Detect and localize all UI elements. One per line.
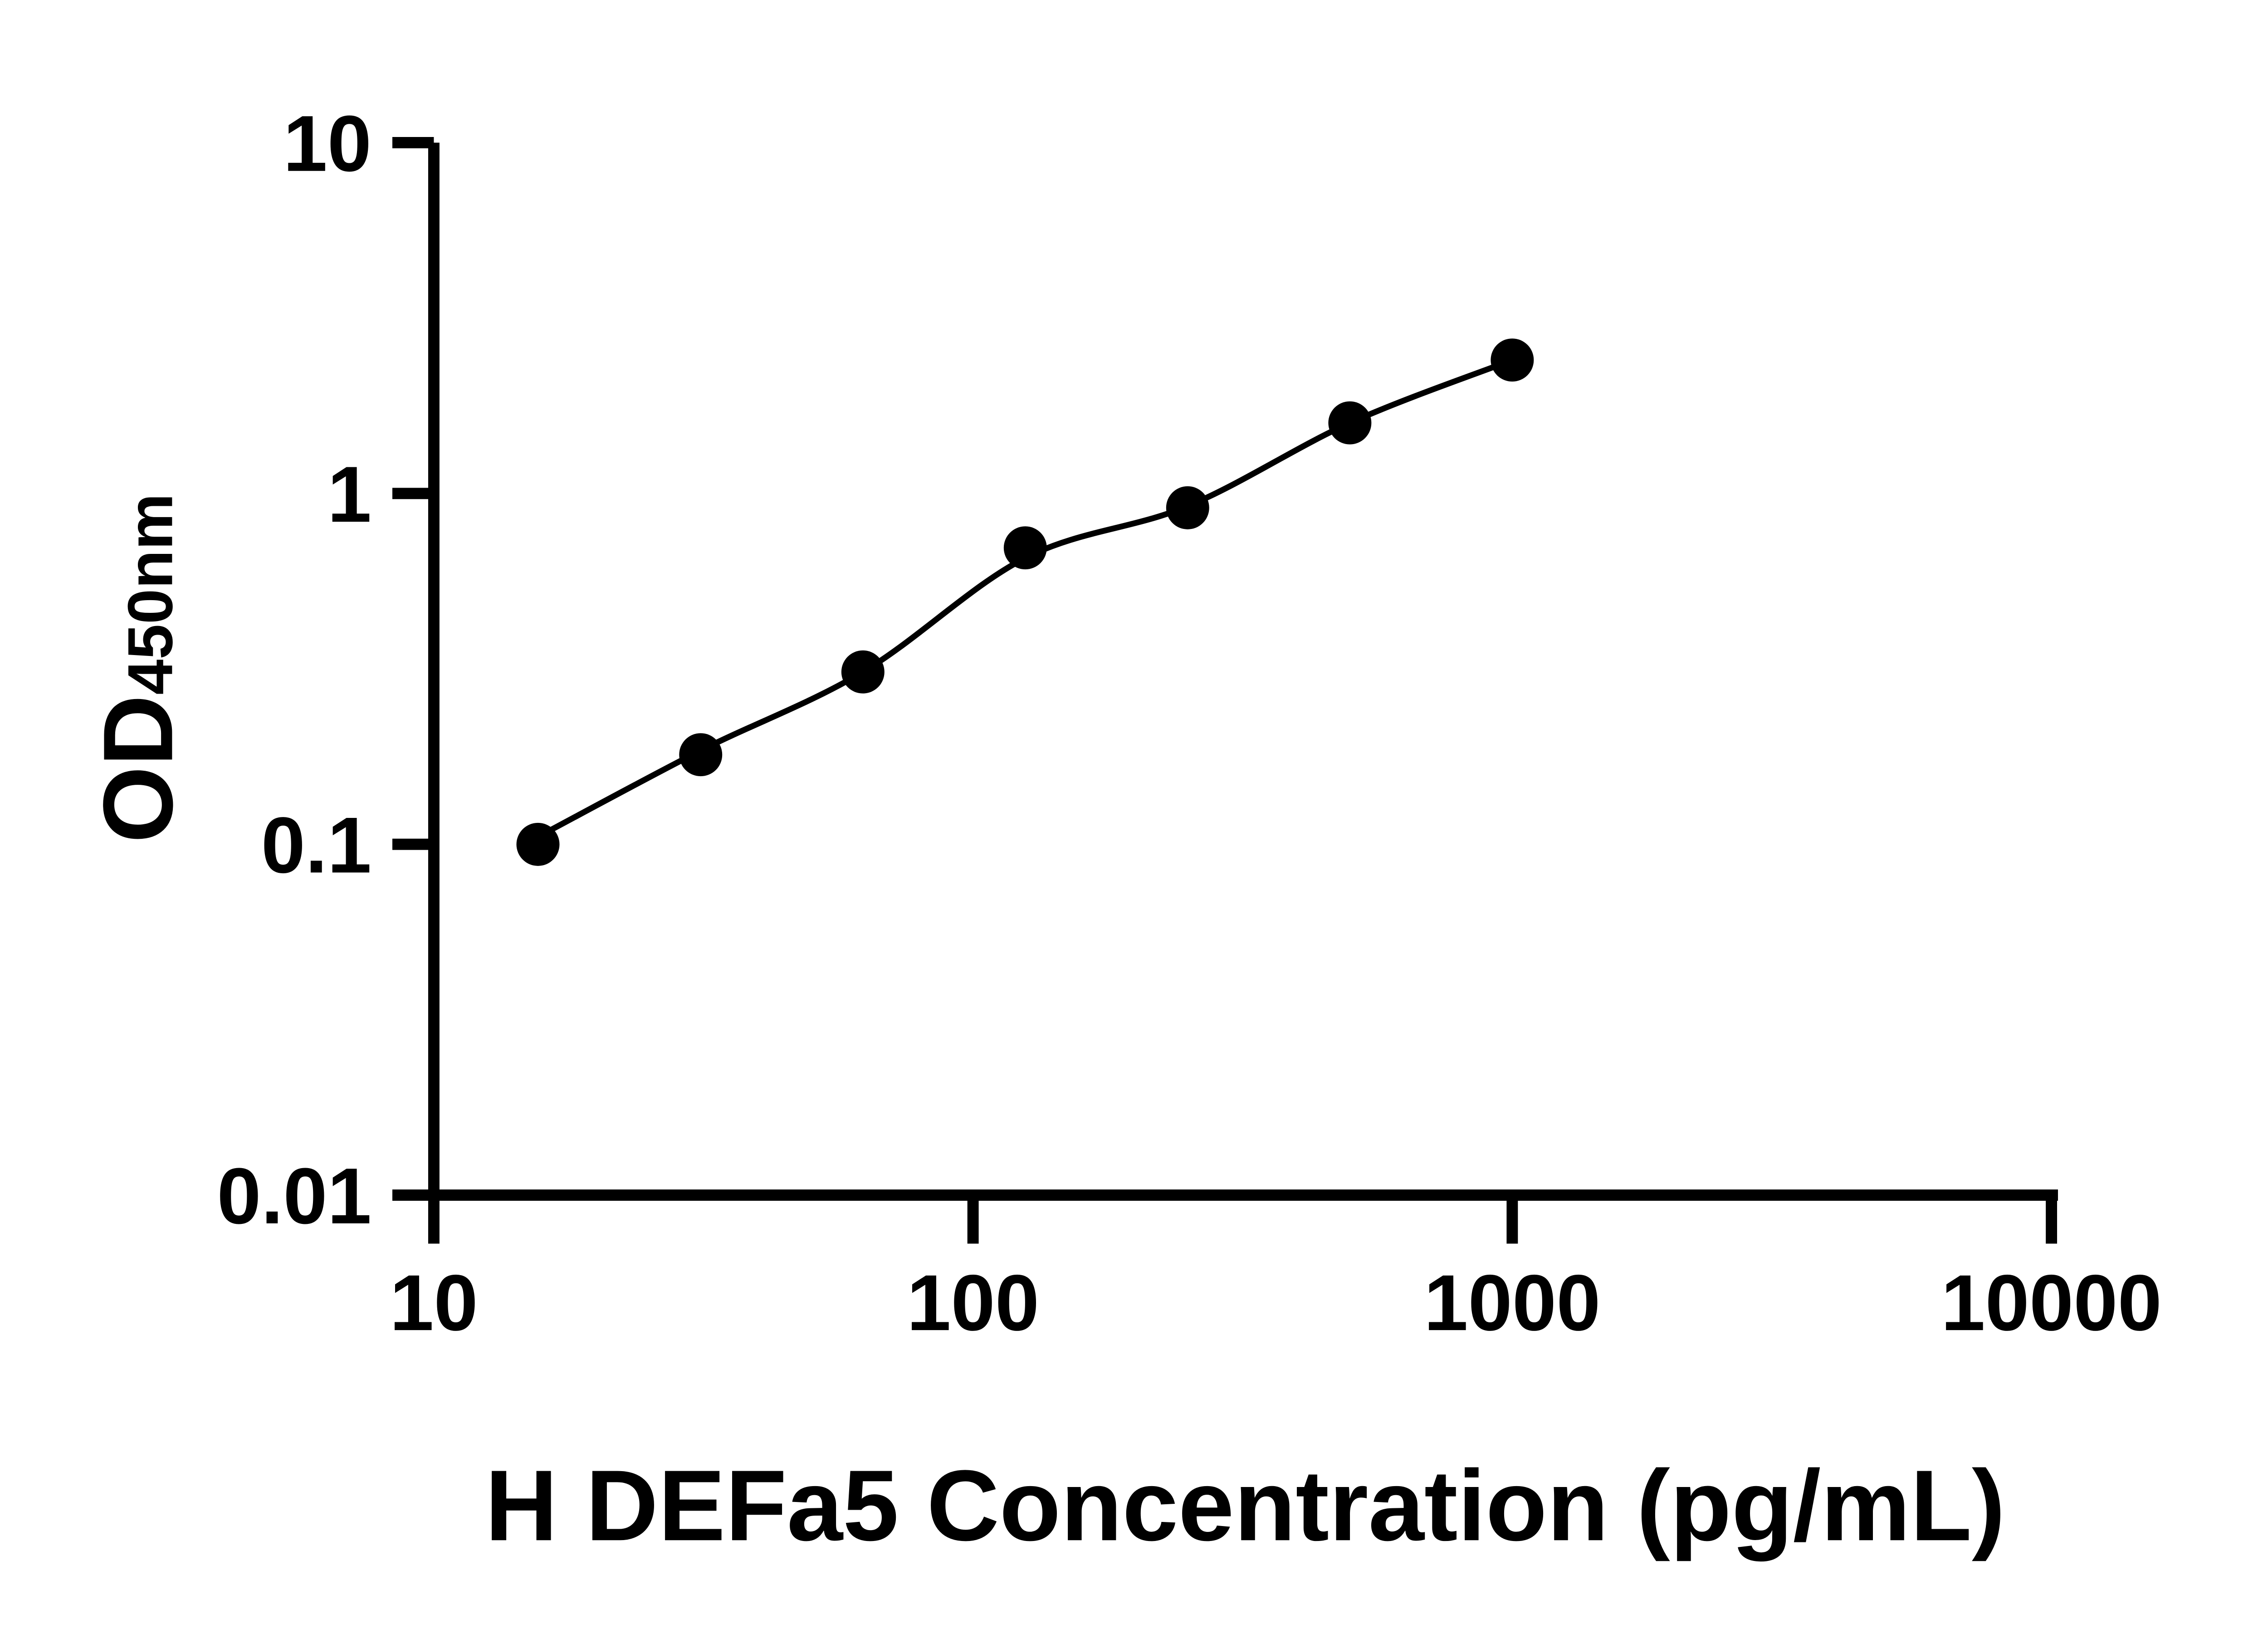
y-tick-label: 10: [283, 99, 371, 188]
y-tick-label: 0.1: [261, 801, 371, 890]
data-point-marker: [679, 733, 723, 776]
y-tick-label: 1: [327, 450, 371, 539]
data-point-marker: [1491, 338, 1534, 382]
x-tick-label: 10: [390, 1258, 478, 1347]
data-point-marker: [516, 822, 560, 866]
y-axis-title-text: OD450nm: [80, 493, 195, 843]
axes-lines: [428, 142, 2058, 1201]
data-point-marker: [1328, 401, 1372, 445]
x-tick-label: 100: [907, 1258, 1039, 1347]
y-tick-label: 0.01: [217, 1151, 371, 1240]
x-tick-label: 10000: [1941, 1258, 2162, 1347]
data-point-marker: [841, 650, 885, 694]
y-axis-title-main: OD: [82, 695, 194, 843]
x-axis-title: H DEFa5 Concentration (pg/mL): [485, 1450, 2005, 1563]
data-point-marker: [1003, 526, 1047, 569]
y-axis-title-subscript: 450nm: [113, 493, 186, 695]
elisa-standard-curve-figure: 10 1 0.1 0.01 10 100 1000 10000 OD450nm H DEFa5…: [0, 22, 2268, 1607]
x-tick-label: 1000: [1424, 1258, 1600, 1347]
data-point-marker: [1166, 486, 1209, 529]
